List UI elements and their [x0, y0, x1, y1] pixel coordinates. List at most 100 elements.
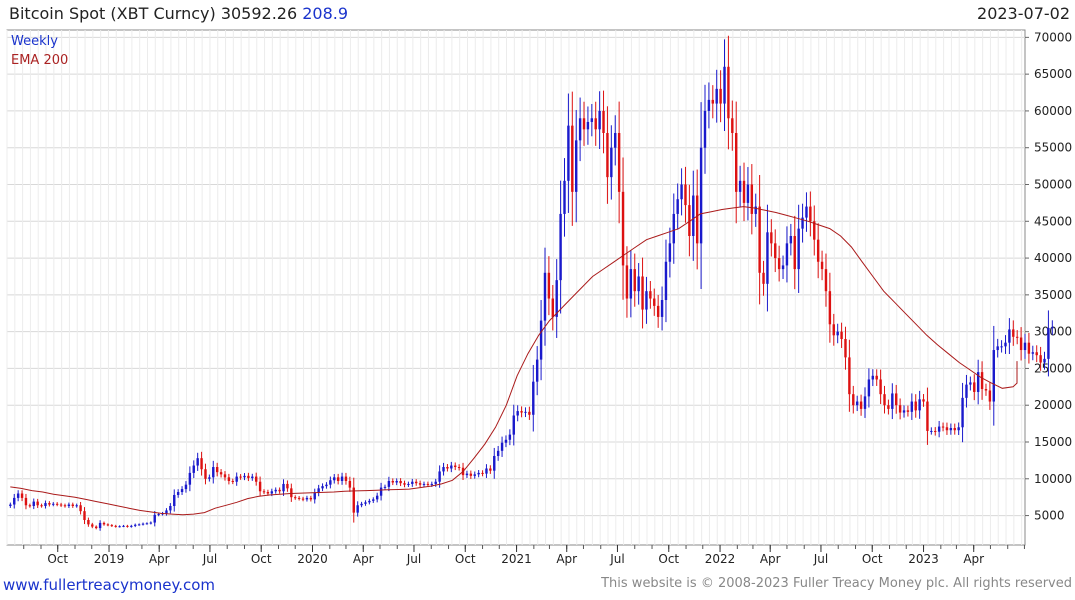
candle-body — [758, 206, 761, 273]
candle-body — [485, 468, 488, 474]
candle-body — [169, 506, 172, 511]
candle-body — [656, 305, 660, 317]
candle-body — [715, 88, 718, 104]
candle-body — [67, 504, 71, 507]
candle-body — [789, 236, 793, 244]
candle-body — [816, 239, 820, 262]
candle-body — [446, 467, 449, 469]
candle-body — [1004, 342, 1007, 347]
candle-body — [24, 497, 28, 506]
candle-body — [137, 524, 141, 526]
candle-body — [407, 483, 410, 485]
candle-body — [223, 474, 227, 478]
candle-body — [735, 133, 738, 192]
candle-body — [707, 99, 711, 111]
candle-body — [32, 501, 35, 507]
candle-body — [547, 272, 551, 299]
candle-body — [489, 468, 492, 471]
candle-body — [63, 505, 67, 507]
candle-body — [102, 522, 106, 525]
candle-body — [430, 483, 434, 485]
candle-body — [141, 523, 145, 525]
candle-body — [391, 480, 395, 483]
y-tick-label: 40000 — [1034, 251, 1072, 265]
candle-body — [676, 199, 679, 214]
candle-body — [692, 195, 695, 236]
y-tick-label: 15000 — [1034, 435, 1072, 449]
candle-body — [301, 498, 305, 500]
candle-body — [286, 483, 289, 489]
candle-body — [215, 467, 219, 473]
candle-body — [383, 486, 387, 488]
x-tick-label: Jul — [406, 552, 421, 566]
candle-body — [543, 272, 547, 321]
candle-body — [610, 147, 613, 178]
candle-body — [469, 473, 473, 476]
candle-body — [703, 110, 707, 148]
candle-body — [586, 121, 590, 130]
candle-body — [738, 180, 742, 192]
candle-body — [188, 472, 192, 485]
x-tick-label: 2023 — [908, 552, 939, 566]
y-tick-label: 70000 — [1034, 30, 1072, 44]
candle-body — [1027, 342, 1031, 354]
candle-body — [875, 375, 878, 380]
candle-body — [130, 525, 133, 527]
candle-body — [844, 339, 847, 358]
x-tick-label: 2020 — [297, 552, 328, 566]
candle-body — [512, 415, 515, 435]
candle-body — [9, 504, 12, 506]
candle-body — [360, 503, 363, 506]
candle-body — [457, 467, 461, 469]
candle-body — [762, 272, 765, 284]
footer-url[interactable]: www.fullertreacymoney.com — [3, 576, 216, 594]
candle-body — [895, 393, 898, 406]
candle-body — [602, 110, 605, 133]
candle-body — [614, 133, 617, 148]
candle-body — [1008, 329, 1011, 343]
candle-body — [590, 118, 594, 122]
candle-body — [976, 372, 980, 392]
candle-body — [641, 276, 644, 310]
candle-body — [961, 397, 964, 428]
x-tick-label: Oct — [251, 552, 272, 566]
candle-body — [98, 522, 102, 529]
x-tick-label: Apr — [963, 552, 984, 566]
candle-body — [212, 467, 215, 478]
chart-date: 2023-07-02 — [977, 4, 1070, 23]
candle-body — [165, 510, 168, 514]
ema-200-line — [10, 206, 1018, 516]
candle-body — [563, 180, 566, 214]
candle-body — [262, 491, 266, 493]
candle-body — [372, 499, 375, 501]
candle-body — [766, 232, 769, 284]
candle-body — [774, 243, 777, 259]
candle-body — [239, 476, 242, 478]
candle-body — [945, 427, 949, 431]
candle-body — [28, 505, 32, 507]
candle-body — [20, 493, 24, 498]
candle-body — [571, 125, 574, 192]
candle-body — [684, 184, 687, 206]
candle-body — [957, 427, 960, 431]
candle-body — [539, 320, 543, 360]
candle-body — [625, 265, 629, 299]
candle-body — [356, 505, 359, 513]
candle-body — [149, 522, 153, 524]
candle-body — [937, 426, 941, 432]
candle-body — [699, 147, 703, 244]
candle-body — [94, 526, 98, 529]
candle-body — [824, 269, 828, 292]
candle-body — [368, 500, 371, 503]
candle-body — [477, 472, 480, 475]
candle-body — [746, 184, 750, 203]
candle-body — [575, 140, 578, 192]
last-price: 30592.26 — [220, 4, 298, 23]
candle-body — [290, 488, 293, 498]
candle-body — [633, 269, 636, 292]
candle-body — [965, 384, 968, 398]
candle-body — [411, 481, 414, 484]
candle-body — [352, 487, 355, 513]
candle-body — [399, 480, 402, 484]
candle-body — [711, 99, 715, 104]
